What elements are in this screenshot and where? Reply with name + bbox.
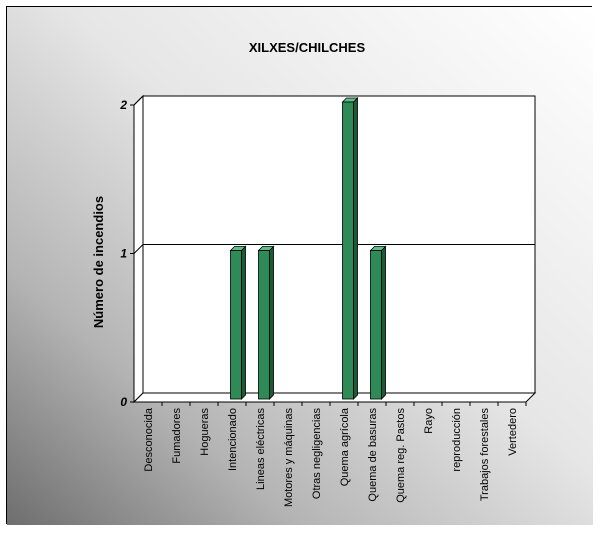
y-axis-label: Número de incendios (91, 196, 106, 328)
bar-side (353, 97, 358, 400)
bar-front (342, 101, 354, 400)
y-tick-label: 0 (120, 395, 127, 409)
bar-lineas-eléctricas (257, 245, 275, 400)
bar-quema-agrícola (341, 97, 359, 400)
x-tick-label: Quema reg. Pastos (395, 408, 407, 503)
gridline-side (133, 244, 144, 254)
bar-front (230, 250, 242, 400)
x-tick-label: Vertedero (507, 408, 519, 456)
gridline-side (133, 95, 144, 106)
x-tick-label: Motores y máquinas (283, 408, 295, 508)
bar-side (269, 245, 274, 400)
x-tick-label: Trabajos forestales (479, 408, 491, 502)
bar-side (241, 245, 246, 400)
bar-front (370, 250, 382, 400)
x-tick-label: Desconocida (143, 407, 155, 471)
x-tick-label: Quema agrícola (339, 407, 351, 486)
x-tick-label: reproducción (451, 408, 463, 472)
chart-title: XILXES/CHILCHES (249, 40, 366, 55)
bar-quema-de-basuras (369, 245, 387, 400)
x-tick-label: Quema de basuras (367, 408, 379, 502)
x-tick-label: Hogueras (199, 408, 211, 456)
plot-floor (132, 392, 537, 403)
bar-intencionado (229, 245, 247, 400)
x-tick-label: Rayo (423, 408, 435, 434)
x-tick-label: Otras negligencias (311, 408, 323, 500)
x-tick-label: Intencionado (227, 408, 239, 471)
y-tick-label: 2 (119, 98, 127, 112)
chart: 0 1 2 Desconocida Fumadores Hogueras Intencion… (7, 7, 593, 525)
x-tick-label: Lineas eléctricas (255, 408, 267, 490)
x-tick-label: Fumadores (171, 408, 183, 464)
y-tick-label: 1 (120, 247, 127, 261)
chart-frame: 0 1 2 Desconocida Fumadores Hogueras Intencion… (6, 6, 593, 525)
bar-front (258, 250, 270, 400)
bar-side (381, 245, 386, 400)
